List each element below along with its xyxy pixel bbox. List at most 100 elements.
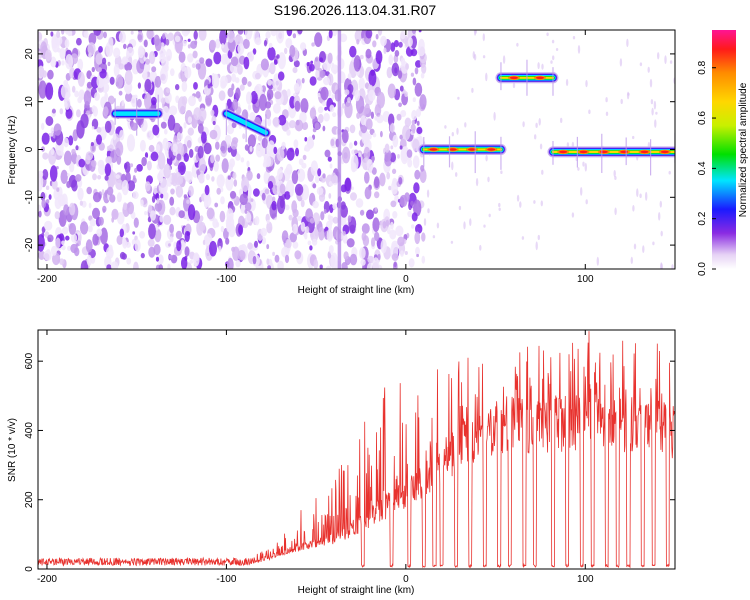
noise-blob [312,183,317,189]
quiet-noise [534,134,537,140]
noise-blob [366,159,374,173]
noise-blob [376,91,385,109]
noise-blob [40,191,46,201]
noise-blob [272,117,280,127]
noise-blob [414,231,421,245]
noise-blob [106,186,114,196]
noise-blob [77,58,84,71]
quiet-noise [498,207,501,211]
noise-blob [311,42,315,47]
noise-blob [176,142,184,157]
noise-blob [261,137,268,149]
noise-blob [400,250,404,257]
quiet-noise [471,87,474,93]
noise-blob [344,177,352,192]
quiet-noise [464,122,467,128]
quiet-noise [487,176,490,183]
noise-blob [224,134,232,145]
noise-blob [260,227,268,237]
noise-blob [220,75,228,88]
spectrogram-xtick-label: 0 [403,274,409,285]
noise-blob [411,119,416,126]
noise-blob [49,165,58,182]
noise-blob [268,42,273,49]
quiet-noise [551,39,555,44]
noise-blob [183,122,187,129]
noise-blob [380,130,383,138]
noise-blob [356,39,360,45]
noise-blob [172,143,178,153]
noise-blob [349,124,356,134]
noise-blob [419,94,427,110]
noise-blob [71,148,76,155]
quiet-noise [639,62,643,67]
noise-blob [244,209,248,214]
noise-blob [165,38,170,46]
noise-blob [170,188,175,195]
noise-blob [147,238,155,247]
noise-blob [86,254,92,266]
quiet-noise [555,48,559,51]
quiet-noise [493,111,496,121]
noise-blob [254,240,258,248]
noise-blob [270,30,278,37]
noise-blob [125,241,131,248]
noise-blob [285,204,290,211]
noise-blob [63,150,72,166]
noise-blob [77,232,81,236]
noise-blob [47,234,54,243]
noise-blob [393,40,399,48]
noise-blob [400,30,406,40]
noise-blob [160,193,164,199]
noise-blob [159,48,167,58]
quiet-noise [516,194,520,202]
noise-blob [297,215,302,222]
noise-blob [111,217,115,223]
noise-blob [184,30,191,35]
noise-blob [244,202,252,212]
track-peak-core [599,150,608,154]
noise-blob [286,30,293,37]
noise-blob [175,230,183,240]
noise-blob [408,258,415,268]
noise-blob [325,265,332,269]
noise-blob [415,224,423,234]
noise-blob [199,221,206,232]
quiet-noise [566,142,570,148]
noise-blob [323,112,330,122]
noise-blob [227,87,234,98]
noise-blob [341,146,351,164]
noise-blob [55,35,63,46]
noise-blob [318,113,324,124]
noise-blob [160,121,167,129]
noise-blob [306,136,314,149]
noise-blob [304,147,307,152]
noise-blob [263,155,272,168]
noise-blob [97,175,102,180]
noise-blob [417,45,426,57]
noise-blob [418,30,422,33]
noise-blob [98,164,106,175]
noise-blob [74,247,80,257]
noise-blob [61,60,65,66]
quiet-noise [651,107,654,116]
noise-blob [273,59,278,65]
noise-blob [254,216,260,226]
quiet-noise [671,264,674,269]
noise-blob [144,52,148,58]
noise-blob [187,127,194,136]
noise-blob [156,144,161,153]
noise-blob [90,160,97,167]
noise-blob [293,83,300,93]
noise-blob [151,66,157,73]
noise-blob [294,250,302,260]
noise-blob [212,120,216,126]
noise-blob [92,207,100,219]
quiet-noise [473,53,477,61]
noise-blob [45,199,50,204]
noise-blob [124,69,133,85]
spectrogram-xtick-label: -200 [37,274,57,285]
noise-blob [413,182,420,194]
noise-blob [370,69,376,76]
noise-blob [271,200,277,211]
